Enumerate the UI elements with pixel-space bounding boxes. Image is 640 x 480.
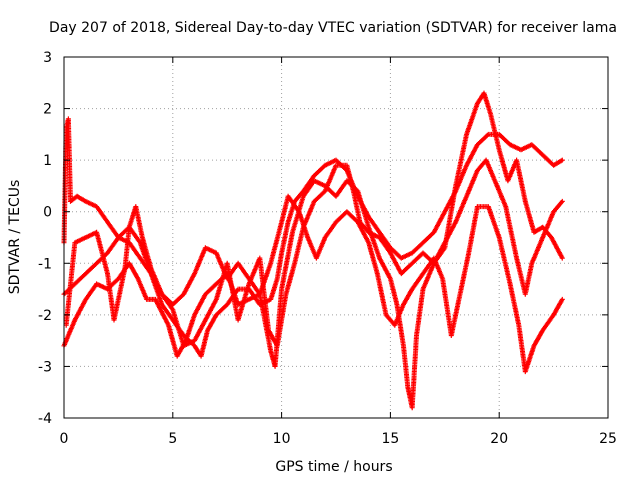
- y-tick-label: 3: [43, 50, 52, 66]
- y-tick-label: 0: [43, 205, 52, 221]
- y-tick-label: -3: [38, 359, 52, 375]
- x-tick-label: 25: [599, 431, 617, 447]
- x-tick-label: 15: [381, 431, 399, 447]
- marker-path: [63, 90, 565, 349]
- marker-path: [61, 157, 565, 411]
- axis-ticks: 0 5 10 15 20 25 -4 -3 -2 -1 0 1 2 3: [38, 50, 617, 447]
- chart-title: Day 207 of 2018, Sidereal Day-to-day VTE…: [49, 20, 617, 36]
- y-tick-label: -1: [38, 256, 52, 272]
- data-marks: [61, 90, 565, 411]
- x-tick-label: 0: [60, 431, 69, 447]
- y-tick-label: -2: [38, 308, 52, 324]
- x-axis-label: GPS time / hours: [275, 459, 392, 475]
- x-tick-label: 10: [273, 431, 291, 447]
- plot-frame: [63, 56, 609, 419]
- y-axis-label: SDTVAR / TECUs: [7, 180, 23, 295]
- series-trace-4: [63, 90, 565, 349]
- y-tick-label: 2: [43, 102, 52, 118]
- x-tick-label: 5: [168, 431, 177, 447]
- series-trace-2: [61, 157, 565, 411]
- y-tick-label: 1: [43, 153, 52, 169]
- y-tick-label: -4: [38, 411, 52, 427]
- x-tick-label: 20: [490, 431, 508, 447]
